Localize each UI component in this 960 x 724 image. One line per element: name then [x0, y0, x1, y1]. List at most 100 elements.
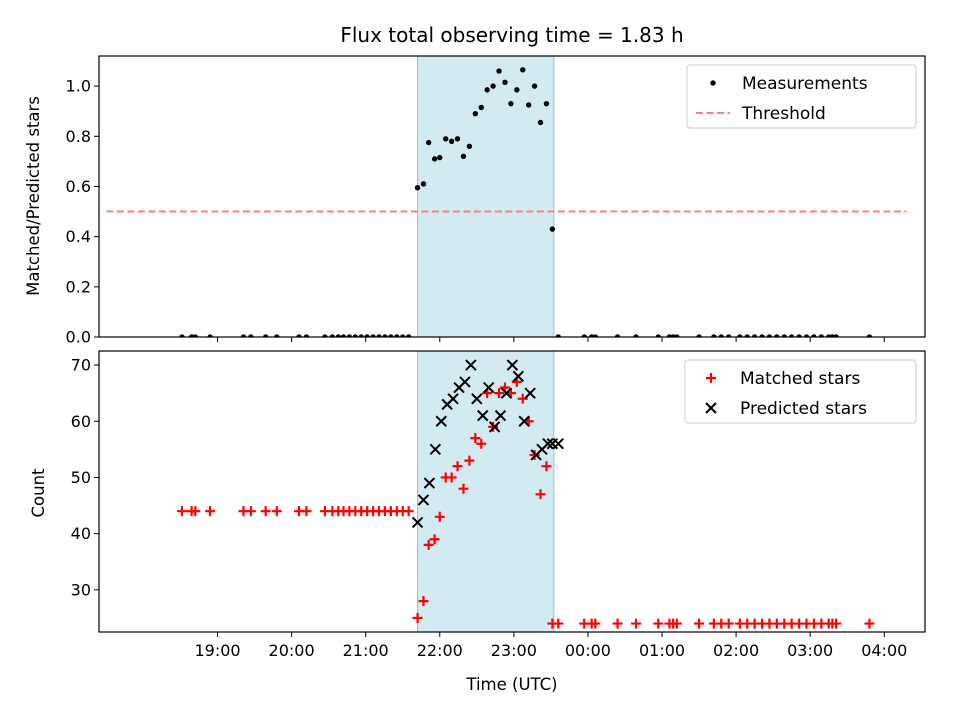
y-tick-label: 0.0: [66, 328, 91, 347]
y-tick-label: 0.6: [66, 177, 91, 196]
measurements-point: [420, 181, 427, 187]
measurements-point: [460, 153, 467, 160]
legend-threshold-label: Threshold: [741, 104, 826, 124]
matched-stars-point: [517, 393, 528, 404]
matched-stars-point: [535, 489, 546, 500]
measurements-point: [335, 334, 341, 337]
x-tick-label: 23:00: [491, 641, 537, 660]
measurements-point: [508, 100, 514, 107]
x-tick-label: 02:00: [713, 641, 759, 660]
measurements-point: [796, 334, 802, 337]
matched-stars-point: [412, 612, 423, 623]
predicted-stars-point: [411, 516, 424, 529]
predicted-stars-point: [494, 409, 507, 422]
predicted-stars-point: [435, 415, 447, 427]
predicted-stars-point: [459, 376, 471, 388]
measurements-point: [555, 334, 561, 337]
matched-stars-point: [452, 461, 463, 472]
y-tick-label: 60: [71, 412, 91, 431]
predicted-stars-point: [482, 381, 495, 394]
measurements-point: [537, 119, 544, 126]
top-y-axis-label: Matched/Predicted stars: [24, 96, 43, 296]
predicted-stars-point: [506, 359, 519, 371]
measurements-point: [781, 334, 787, 337]
matched-stars-point: [831, 618, 842, 629]
y-tick-label: 1.0: [66, 77, 91, 96]
predicted-stars-point: [447, 393, 459, 405]
predicted-stars-point: [512, 370, 525, 382]
measurements-point: [207, 334, 213, 337]
matched-stars-point: [590, 618, 601, 629]
measurements-point: [484, 87, 490, 93]
measurements-point: [718, 334, 724, 337]
measurements-point: [358, 334, 364, 337]
legend-matched-stars-marker: [706, 373, 716, 383]
matched-stars-point: [494, 388, 505, 399]
matched-stars-point: [553, 618, 564, 629]
y-tick-label: 0.4: [66, 227, 91, 246]
measurements-point: [192, 334, 199, 337]
legend: Matched stars Predicted stars: [684, 359, 917, 424]
measurements-point: [431, 156, 438, 162]
y-tick-label: 50: [71, 468, 91, 487]
matched-stars-point: [631, 618, 642, 629]
matched-stars-point: [541, 461, 552, 472]
predicted-stars-point: [524, 387, 536, 399]
bottom-y-axis-label: Count: [29, 468, 48, 518]
predicted-stars-point: [423, 477, 436, 489]
measurements-point: [759, 334, 765, 337]
measurements-point: [437, 154, 443, 161]
matched-stars-point: [446, 472, 457, 483]
measurements-point: [788, 334, 795, 337]
predicted-stars-point: [465, 359, 477, 371]
top-panel: 0.0 0.2 0.4 0.6 0.8 1.0 Measurements Threshold: [66, 55, 926, 347]
x-tick-label: 00:00: [565, 641, 611, 660]
measurements-point: [382, 334, 388, 337]
matched-stars-point: [458, 483, 469, 494]
measurements-point: [833, 334, 839, 337]
measurements-point: [803, 334, 810, 337]
predicted-stars-point: [500, 387, 513, 399]
measurements-point: [274, 334, 280, 337]
x-tick-label: 21:00: [343, 641, 389, 660]
observing-window-shade: [417, 55, 555, 338]
matched-stars-point: [464, 455, 475, 466]
matched-stars-point: [429, 534, 440, 545]
matched-stars-point: [434, 511, 445, 522]
measurements-point: [414, 185, 421, 191]
observing-window-shade: [417, 350, 555, 633]
measurements-point: [711, 334, 717, 337]
measurements-point: [370, 334, 376, 337]
predicted-stars-point: [488, 421, 501, 433]
measurements-point: [633, 334, 639, 337]
predicted-stars-point: [429, 443, 442, 456]
measurements-point: [496, 68, 502, 74]
measurements-point: [346, 334, 353, 337]
measurements-point: [364, 334, 370, 337]
measurements-point: [490, 83, 496, 89]
measurements-point: [520, 67, 526, 73]
x-tick-label: 04:00: [861, 641, 907, 660]
measurements-point: [737, 334, 743, 337]
measurements-point: [514, 87, 520, 93]
matched-stars-point: [864, 618, 875, 629]
y-tick-label: 0.2: [66, 277, 91, 296]
legend-predicted-stars-marker: [705, 402, 717, 414]
measurements-point: [472, 111, 479, 117]
legend-measurements-marker: [710, 80, 716, 86]
measurements-point: [531, 83, 538, 89]
measurements-point: [240, 334, 247, 337]
measurements-point: [774, 334, 780, 337]
plot-area: [106, 67, 907, 337]
bottom-panel: 30 40 50 60 70 19:00 20:00 21:00 22:00 23:00 00:00…: [71, 350, 926, 660]
matched-stars-point: [245, 506, 256, 517]
y-tick-label: 40: [71, 524, 91, 543]
measurements-point: [811, 334, 817, 337]
measurements-point: [329, 334, 336, 337]
axes-frame: [98, 55, 926, 338]
measurements-point: [502, 79, 508, 86]
matched-stars-point: [271, 506, 282, 517]
measurements-point: [448, 138, 455, 145]
measurements-point: [674, 334, 680, 337]
